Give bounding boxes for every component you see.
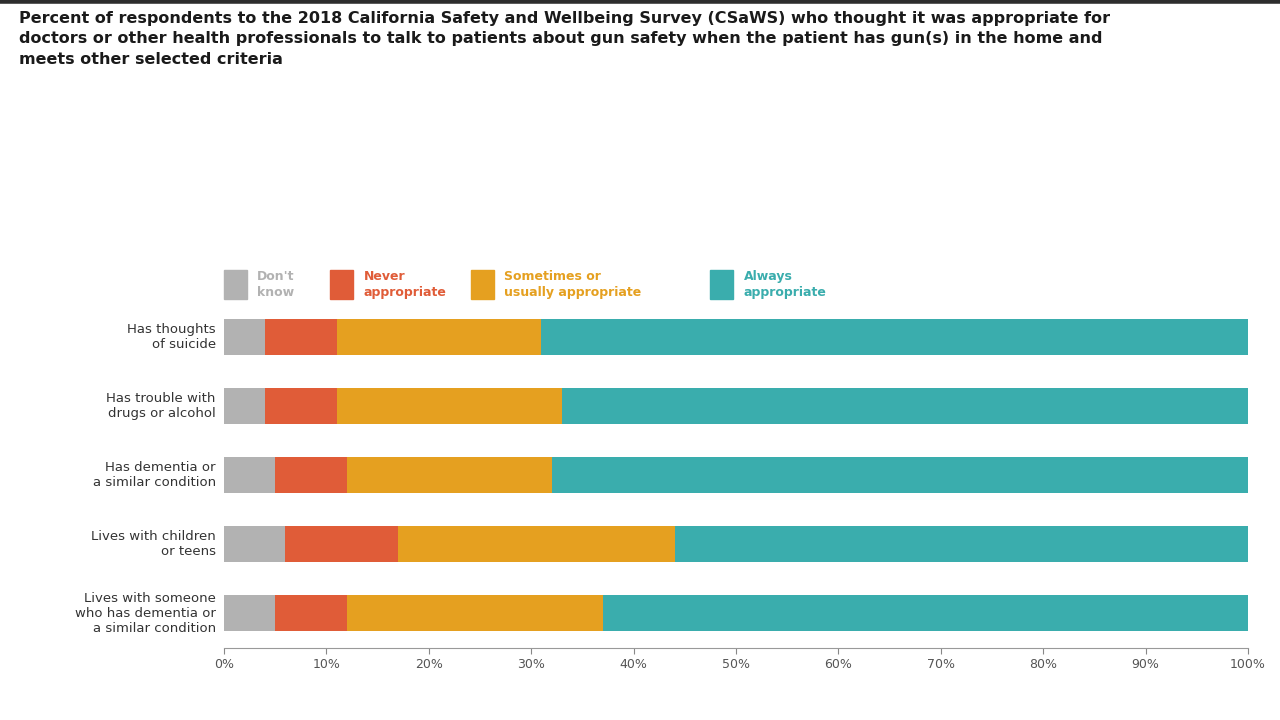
Bar — [347, 595, 603, 631]
Bar — [603, 595, 1248, 631]
Bar — [285, 526, 398, 562]
Bar — [224, 526, 285, 562]
Bar — [275, 457, 347, 493]
Text: Don't
know: Don't know — [257, 270, 294, 299]
Bar — [224, 388, 265, 424]
Bar — [562, 388, 1248, 424]
Bar — [275, 595, 347, 631]
Text: Never
appropriate: Never appropriate — [364, 270, 447, 299]
Bar — [265, 388, 337, 424]
Text: Percent of respondents to the 2018 California Safety and Wellbeing Survey (CSaWS: Percent of respondents to the 2018 Calif… — [19, 11, 1110, 66]
Bar — [552, 457, 1248, 493]
Bar — [398, 526, 675, 562]
Bar — [675, 526, 1248, 562]
Bar — [224, 595, 275, 631]
Bar — [541, 319, 1248, 355]
Text: Always
appropriate: Always appropriate — [744, 270, 827, 299]
Text: Sometimes or
usually appropriate: Sometimes or usually appropriate — [504, 270, 641, 299]
Bar — [265, 319, 337, 355]
Bar — [224, 457, 275, 493]
Bar — [337, 319, 541, 355]
Bar — [224, 319, 265, 355]
Bar — [347, 457, 552, 493]
Bar — [337, 388, 562, 424]
